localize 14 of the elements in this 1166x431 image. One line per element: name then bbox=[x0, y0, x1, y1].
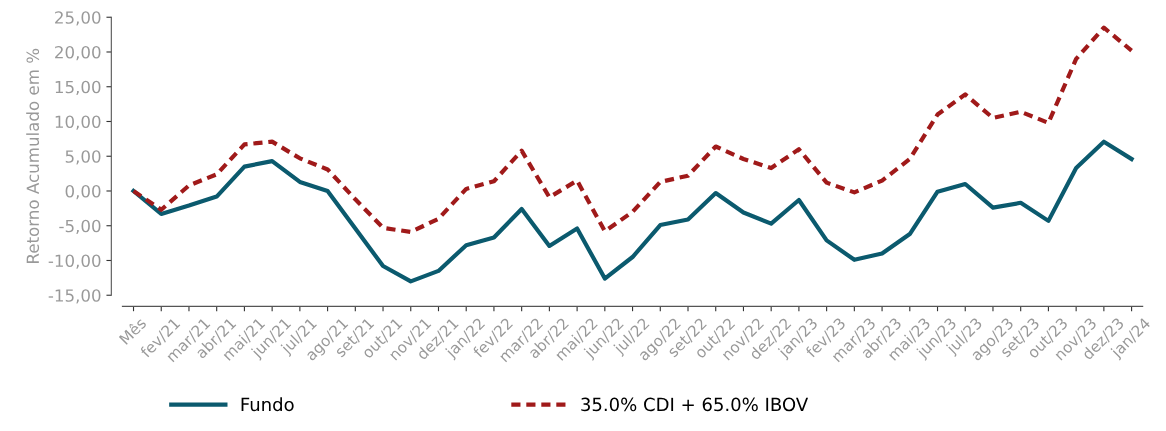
legend-label: Fundo bbox=[241, 397, 294, 412]
y-tick-label: -10,00 bbox=[48, 254, 101, 269]
y-tick-label: 25,00 bbox=[55, 11, 101, 26]
y-tick-label: -15,00 bbox=[48, 289, 101, 304]
line-series bbox=[131, 25, 1134, 235]
legend-label: 35.0% CDI + 65.0% IBOV bbox=[581, 397, 809, 412]
y-tick-label: 5,00 bbox=[65, 150, 101, 165]
y-axis-title: Retorno Acumulado em % bbox=[26, 48, 40, 263]
y-tick-label: -5,00 bbox=[59, 219, 101, 235]
line-series bbox=[131, 139, 1134, 284]
y-tick-label: 20,00 bbox=[55, 45, 101, 61]
y-tick-label: 10,00 bbox=[55, 115, 101, 130]
y-tick-label: 15,00 bbox=[55, 80, 101, 96]
y-tick-label: 0,00 bbox=[65, 184, 101, 200]
